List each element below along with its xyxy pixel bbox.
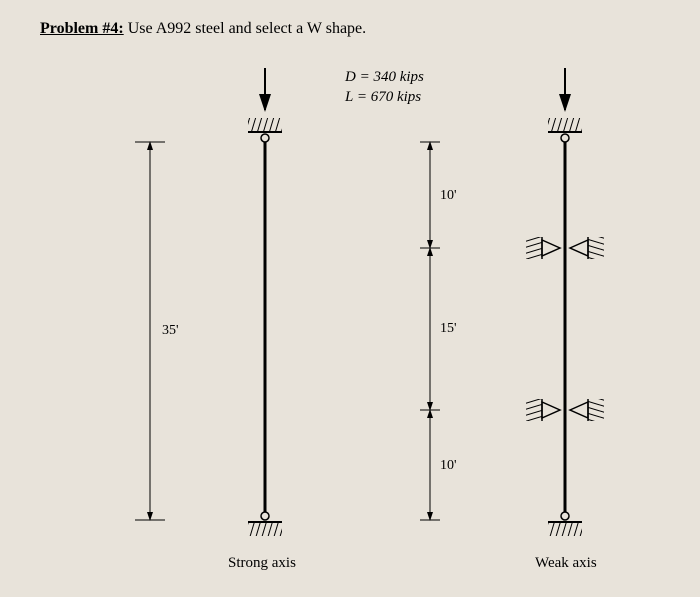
dim-seg3-label: 10' (440, 458, 457, 474)
hatch-icon (548, 118, 582, 132)
weak-axis-label: Weak axis (535, 555, 597, 572)
dimension-segments (420, 142, 440, 520)
hatch-icon (248, 522, 282, 536)
pin-icon (261, 512, 269, 520)
hatch-icon (588, 399, 604, 421)
hatch-icon (526, 237, 542, 259)
weak-axis-column (548, 68, 582, 536)
dimension-total (135, 142, 165, 520)
dim-seg2-label: 15' (440, 321, 457, 337)
hatch-icon (588, 237, 604, 259)
pin-icon (561, 134, 569, 142)
diagram (0, 0, 700, 597)
dim-total-label: 35' (162, 323, 179, 339)
hatch-icon (248, 118, 282, 132)
hatch-icon (526, 399, 542, 421)
pin-icon (261, 134, 269, 142)
pin-icon (561, 512, 569, 520)
dim-seg1-label: 10' (440, 188, 457, 204)
hatch-icon (548, 522, 582, 536)
strong-axis-label: Strong axis (228, 555, 296, 572)
strong-axis-column (248, 68, 282, 536)
